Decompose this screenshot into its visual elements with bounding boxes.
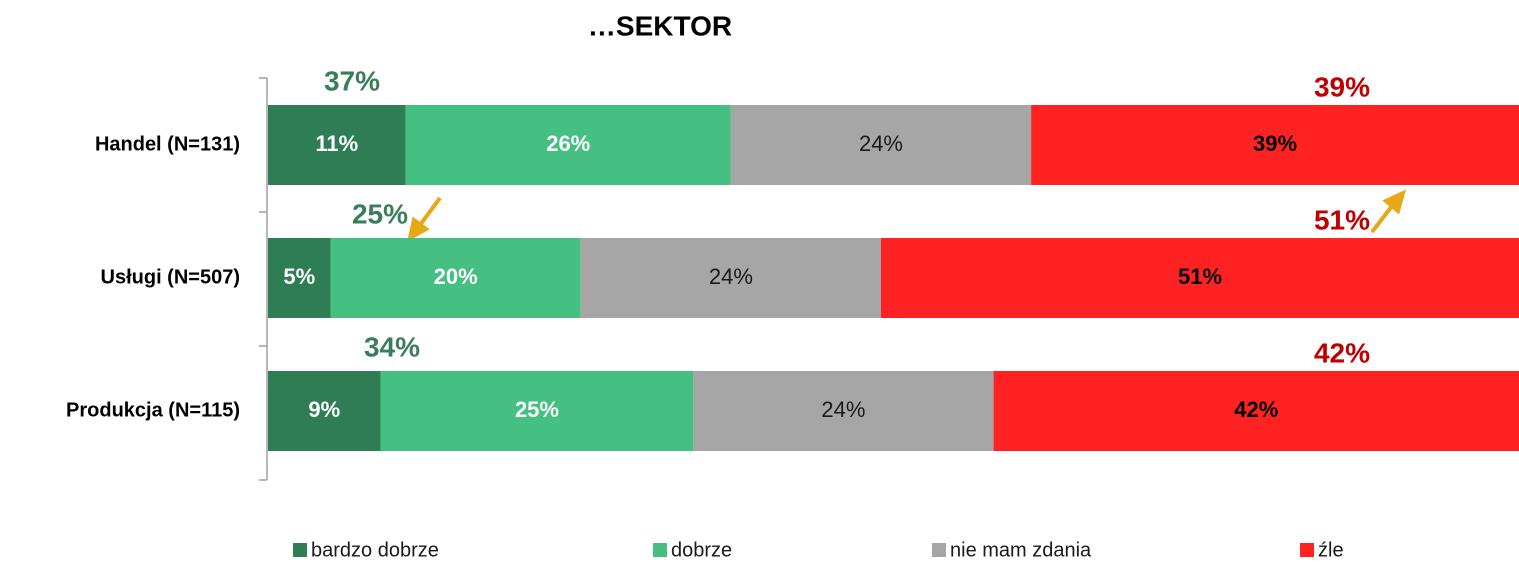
data-label: 39% bbox=[1253, 131, 1297, 156]
annotation: 34% bbox=[364, 331, 420, 362]
data-label: 9% bbox=[308, 397, 340, 422]
annotation: 51% bbox=[1314, 204, 1370, 235]
legend-label: dobrze bbox=[671, 539, 732, 561]
legend-label: źle bbox=[1318, 539, 1344, 561]
data-label: 42% bbox=[1234, 397, 1278, 422]
arrow bbox=[1370, 204, 1394, 234]
bar-segment bbox=[580, 238, 881, 318]
data-label: 25% bbox=[515, 397, 559, 422]
arrows bbox=[407, 189, 1407, 242]
data-label: 24% bbox=[821, 397, 865, 422]
bar-segment bbox=[268, 105, 406, 185]
chart-title: …SEKTOR bbox=[588, 10, 732, 41]
annotation: 25% bbox=[352, 198, 408, 229]
arrow-head bbox=[1382, 189, 1407, 215]
category-label: Usługi (N=507) bbox=[101, 266, 240, 288]
data-label: 11% bbox=[315, 131, 358, 156]
annotation: 39% bbox=[1314, 71, 1370, 102]
annotation: 42% bbox=[1314, 337, 1370, 368]
legend-label: bardzo dobrze bbox=[311, 539, 439, 561]
bar-segment bbox=[730, 105, 1032, 185]
bar-segment bbox=[330, 238, 581, 318]
legend-label: nie mam zdania bbox=[950, 539, 1092, 561]
category-label: Handel (N=131) bbox=[95, 133, 240, 155]
category-label: Produkcja (N=115) bbox=[66, 399, 240, 421]
data-label: 51% bbox=[1178, 264, 1222, 289]
bar-segment bbox=[405, 105, 731, 185]
bar-segment bbox=[380, 371, 694, 451]
annotation: 37% bbox=[324, 65, 380, 96]
bar-segment bbox=[693, 371, 994, 451]
bar-segment bbox=[268, 238, 331, 318]
data-label: 24% bbox=[709, 264, 753, 289]
bar-segment bbox=[880, 238, 1519, 318]
data-label: 5% bbox=[283, 264, 315, 289]
bar-segment bbox=[268, 371, 381, 451]
legend-swatch bbox=[932, 543, 946, 557]
arrow-head bbox=[407, 216, 430, 242]
data-label: 26% bbox=[546, 131, 590, 156]
data-label: 24% bbox=[859, 131, 903, 156]
axis bbox=[259, 77, 268, 481]
legend-swatch bbox=[1300, 543, 1314, 557]
legend-swatch bbox=[653, 543, 667, 557]
data-label: 20% bbox=[434, 264, 478, 289]
arrow bbox=[418, 196, 442, 227]
bar-segment bbox=[1031, 105, 1519, 185]
legend-swatch bbox=[293, 543, 307, 557]
bar-segment bbox=[993, 371, 1519, 451]
